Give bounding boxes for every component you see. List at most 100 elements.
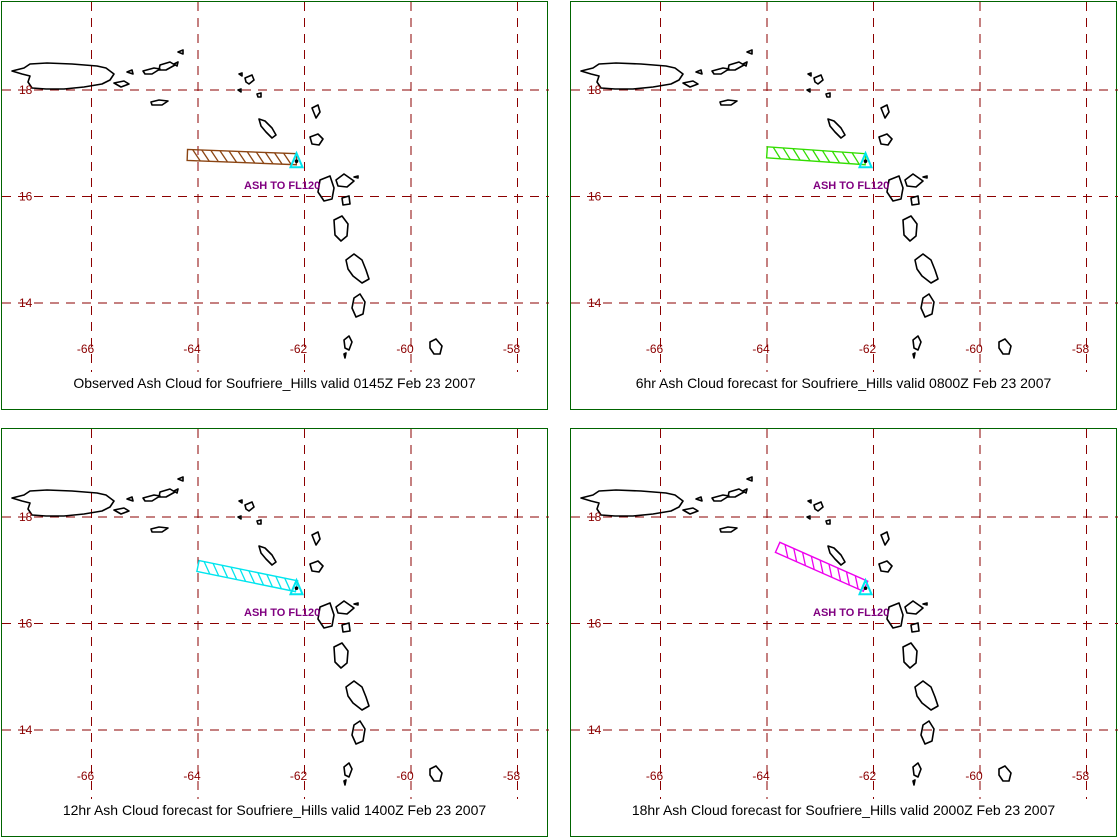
panel-caption: 12hr Ash Cloud forecast for Soufriere_Hi… <box>62 802 487 818</box>
lat-label: 18 <box>588 510 602 524</box>
panel-caption: 18hr Ash Cloud forecast for Soufriere_Hi… <box>631 802 1056 818</box>
ash-level-label: ASH TO FL120 <box>244 607 320 619</box>
coastline-antigua <box>878 133 893 146</box>
coastline-st-martin <box>813 501 824 512</box>
ash-cloud-hatch <box>831 151 841 164</box>
coastline-barbados <box>429 765 443 782</box>
lon-label: -58 <box>1072 769 1090 783</box>
coastline-virgin-islands-1 <box>142 494 161 502</box>
coastline-dominica <box>333 215 349 242</box>
coastline-guadeloupe <box>886 600 924 629</box>
coastline-st-barts <box>256 92 262 98</box>
volcano-dot <box>294 159 299 164</box>
coastline-saba <box>806 515 811 520</box>
coastline-barbuda <box>311 104 321 119</box>
coastline-anguilla <box>807 499 812 504</box>
ash-cloud-hatch <box>851 152 860 165</box>
volcano-marker-icon <box>288 150 305 169</box>
coastline-st-kitts <box>258 545 277 566</box>
coastline-martinique <box>345 680 370 711</box>
panel-caption: Observed Ash Cloud for Soufriere_Hills v… <box>73 375 476 391</box>
coastline-puerto-rico <box>11 489 115 517</box>
coastline-marie-galante <box>910 195 920 206</box>
volcano-dot <box>863 159 868 164</box>
ash-cloud-hatch <box>246 151 256 164</box>
ash-cloud-hatch <box>230 566 238 580</box>
coastline-culebra <box>695 69 703 75</box>
coastline-barbuda <box>880 104 890 119</box>
ash-cloud-hatch <box>257 572 265 586</box>
coastline-culebra <box>126 69 134 75</box>
coastline-puerto-rico <box>580 62 684 90</box>
lon-label: -62 <box>859 769 877 783</box>
coastline-guadeloupe <box>886 173 924 202</box>
coastline-st-lucia <box>920 293 935 318</box>
coastline-bequia <box>343 352 347 359</box>
coastline-guadeloupe-east <box>922 602 928 606</box>
lon-label: -60 <box>965 769 983 783</box>
coastline-st-croix <box>719 99 738 106</box>
coastline-st-martin <box>244 74 255 85</box>
coastline-guadeloupe-east <box>353 175 359 179</box>
coastline-saba <box>237 88 242 93</box>
ash-level-label: ASH TO FL120 <box>244 180 320 192</box>
ash-cloud-hatch <box>248 570 256 584</box>
coastline-st-barts <box>256 519 262 525</box>
lon-label: -60 <box>396 769 414 783</box>
ash-cloud-hatch <box>201 149 210 162</box>
map-canvas: ASH TO FL120 18 16 14 -66 -64 -62 -60 -58 <box>2 429 549 799</box>
coastline-vieques <box>113 507 130 515</box>
coastline-barbuda <box>311 531 321 546</box>
coastline-virgin-islands-3 <box>177 49 184 55</box>
lon-label: -66 <box>77 342 95 356</box>
coastline-bequia <box>912 779 916 786</box>
coastline-st-lucia <box>351 293 366 318</box>
volcano-marker-icon <box>288 577 305 596</box>
lon-label: -66 <box>77 769 95 783</box>
coastline-virgin-islands-3 <box>177 476 184 482</box>
ash-cloud-hatch <box>801 552 807 566</box>
ash-cloud-hatch <box>284 577 291 591</box>
coastline-virgin-islands-3 <box>746 476 753 482</box>
lat-label: 14 <box>588 296 602 310</box>
coastline-barbados <box>998 765 1012 782</box>
coastline-st-vincent <box>912 335 922 351</box>
ash-cloud-hatch <box>228 150 238 163</box>
coastline-martinique <box>345 253 370 284</box>
ash-cloud-hatch <box>802 148 811 162</box>
ash-cloud-hatch <box>219 150 229 163</box>
lat-label: 18 <box>19 83 33 97</box>
coastline-st-croix <box>150 99 169 106</box>
coastline-vieques <box>682 507 699 515</box>
ash-cloud-hatch <box>782 147 791 160</box>
ash-cloud-hatch <box>819 560 824 574</box>
ash-cloud-hatch <box>854 575 859 590</box>
lon-label: -60 <box>965 342 983 356</box>
coastline-vieques <box>682 80 699 88</box>
coastline-st-vincent <box>912 762 922 778</box>
coastline-anguilla <box>238 499 243 504</box>
ash-cloud <box>765 146 867 166</box>
coastline-virgin-islands-2 <box>158 61 176 71</box>
ash-cloud-hatch <box>237 151 247 164</box>
lat-label: 14 <box>19 296 33 310</box>
map-panel-observed: ASH TO FL120 18 16 14 -66 -64 -62 -60 -58 Observ… <box>1 1 549 410</box>
ash-cloud-hatch <box>212 563 220 577</box>
lon-label: -64 <box>183 769 201 783</box>
ash-cloud-hatch <box>793 548 798 562</box>
coastline-marie-galante <box>341 195 351 206</box>
coastline-culebra <box>695 496 703 502</box>
ash-cloud-hatch <box>283 152 292 165</box>
lat-label: 14 <box>19 723 33 737</box>
coastline-culebra <box>126 496 134 502</box>
coastline-virgin-islands-4 <box>173 488 179 494</box>
lat-label: 16 <box>19 190 33 204</box>
coastline-dominica <box>333 642 349 669</box>
coastline-virgin-islands-2 <box>158 488 176 498</box>
coastline-guadeloupe <box>317 173 355 202</box>
panel-caption: 6hr Ash Cloud forecast for Soufriere_Hil… <box>635 375 1052 391</box>
ash-cloud-hatch <box>837 567 842 582</box>
lon-label: -66 <box>646 769 664 783</box>
ash-cloud-hatch <box>239 568 247 582</box>
volcano-marker-icon <box>857 577 874 596</box>
